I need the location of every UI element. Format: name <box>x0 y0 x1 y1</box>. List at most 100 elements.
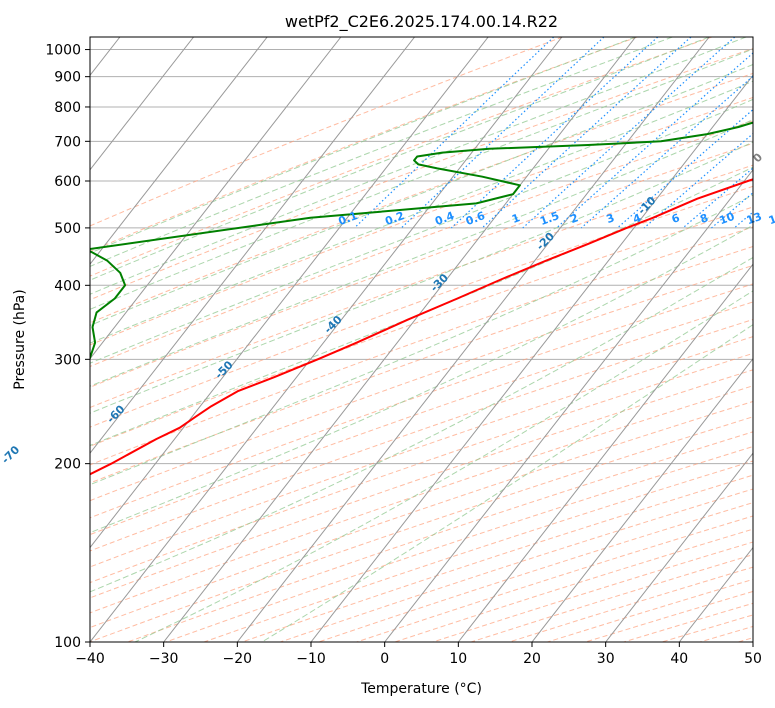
mixing-ratio-line <box>682 167 753 229</box>
x-tick-label: 0 <box>380 651 389 667</box>
dry-adiabat-line <box>90 142 753 388</box>
dry-adiabat-line <box>280 488 753 642</box>
mixing-ratio-label: 1 <box>510 211 522 226</box>
moist-adiabat-line <box>90 256 753 593</box>
mixing-ratio-line <box>643 132 753 229</box>
moist-adiabat-line <box>90 63 753 326</box>
mixing-ratio-line <box>522 37 736 229</box>
isotherm-label: -60 <box>104 402 127 425</box>
dry-adiabat-line <box>90 318 753 552</box>
data-series <box>90 121 753 476</box>
y-tick-label: 300 <box>54 352 81 368</box>
y-tick-label: 700 <box>54 134 81 150</box>
moist-adiabat-line <box>261 324 753 642</box>
y-axis-label: Pressure (hPa) <box>12 289 28 389</box>
moist-adiabat-line <box>90 37 710 281</box>
mixing-ratio-label: 1.5 <box>538 209 561 228</box>
isotherm-line <box>310 74 753 642</box>
y-tick-label: 1000 <box>45 43 81 59</box>
dry-adiabat-line <box>90 206 753 447</box>
plot-frame <box>89 36 754 643</box>
moist-adiabat-line <box>90 166 753 447</box>
mixing-ratio-label: 2 <box>568 211 580 226</box>
isotherm-label: -30 <box>428 271 451 294</box>
x-tick-label: −10 <box>296 651 326 667</box>
isotherm-line <box>605 452 753 642</box>
mixing-ratio-line <box>556 52 753 229</box>
x-tick-label: −30 <box>149 651 179 667</box>
isotherm-label: -20 <box>534 229 557 252</box>
x-tick-label: 40 <box>670 651 688 667</box>
isotherm-label: -70 <box>0 443 22 466</box>
dry-adiabat-line <box>90 336 753 568</box>
y-tick-label: 800 <box>54 100 81 116</box>
mixing-ratio-label: 0.2 <box>383 209 406 228</box>
dry-adiabat-line <box>90 301 753 536</box>
y-tick-label: 600 <box>54 174 81 190</box>
y-tick-label: 100 <box>54 635 81 651</box>
isotherm-line <box>90 37 268 265</box>
isotherm-line <box>457 263 753 642</box>
dewpoint-profile-line <box>90 121 753 361</box>
mixing-ratio-label: 0.1 <box>337 209 360 228</box>
dry-adiabat-line <box>470 554 753 642</box>
isotherm-line <box>384 169 753 642</box>
temperature-profile-line <box>90 178 753 476</box>
mixing-ratio-line <box>400 37 605 229</box>
mixing-ratio-label: 0.6 <box>464 209 487 228</box>
axes: −40 −30 −20 −10 0 10 20 30 40 5010020030040050060… <box>45 43 762 667</box>
isotherm-line <box>752 641 753 642</box>
mixing-ratio-label: 0.4 <box>433 209 456 228</box>
x-tick-label: −20 <box>223 651 253 667</box>
isotherm-line <box>90 37 194 171</box>
mixing-ratio-label: 10 <box>717 210 736 228</box>
dry-adiabat-line <box>90 72 753 324</box>
moist-adiabat-line <box>90 37 673 267</box>
dry-adiabat-line <box>90 37 713 277</box>
isotherm-line <box>531 357 753 642</box>
dry-adiabat-line <box>432 541 753 642</box>
mixing-ratio-label: 16 <box>767 210 775 228</box>
dry-adiabat-line <box>203 460 753 642</box>
mixing-ratio-line <box>762 37 775 228</box>
moist-adiabat-line <box>90 119 753 387</box>
mixing-ratio-line <box>354 37 555 229</box>
isotherm-line <box>90 37 489 549</box>
mixing-ratio-line <box>481 37 692 229</box>
moist-adiabat-line <box>90 48 753 310</box>
x-axis-label: Temperature (°C) <box>360 681 482 697</box>
x-tick-label: 10 <box>449 651 467 667</box>
mixing-ratio-line <box>733 211 753 229</box>
x-tick-label: 30 <box>597 651 615 667</box>
dry-adiabat-line <box>90 283 753 519</box>
mixing-ratio-line <box>711 191 753 229</box>
dry-adiabat-line <box>90 37 638 253</box>
background-lines <box>90 37 775 642</box>
x-tick-label: 50 <box>744 651 762 667</box>
dry-adiabat-line <box>623 602 753 642</box>
dry-adiabat-line <box>90 185 753 428</box>
y-tick-label: 500 <box>54 221 81 237</box>
moist-adiabat-line <box>90 37 747 295</box>
moist-adiabat-line <box>90 194 753 486</box>
dry-adiabat-line <box>90 96 753 346</box>
mixing-ratio-label: 8 <box>698 211 710 226</box>
mixing-ratio-label: 13 <box>745 210 764 227</box>
dry-adiabat-line <box>127 431 753 642</box>
dry-adiabat-line <box>90 226 753 466</box>
dry-adiabat-line <box>90 400 753 629</box>
dry-adiabat-line <box>90 120 753 368</box>
mixing-ratio-line <box>617 108 753 229</box>
dry-adiabat-line <box>90 369 753 599</box>
isotherm-line <box>90 37 415 454</box>
x-tick-label: 20 <box>523 651 541 667</box>
dry-adiabat-line <box>90 47 753 301</box>
mixing-ratio-label: 6 <box>670 211 682 226</box>
y-tick-label: 200 <box>54 457 81 473</box>
isotherm-line <box>90 37 563 642</box>
moist-adiabat-line <box>90 224 753 534</box>
dry-adiabat-line <box>90 245 753 484</box>
y-tick-label: 400 <box>54 278 81 294</box>
y-tick-label: 900 <box>54 70 81 86</box>
